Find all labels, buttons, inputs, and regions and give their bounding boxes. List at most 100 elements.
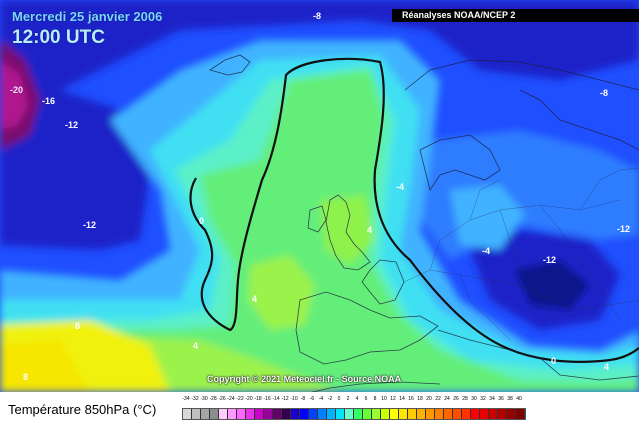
isotherm-label: 8 [75,321,80,331]
legend-tick-label: 30 [471,396,477,402]
isotherm-label: 0 [551,356,556,366]
copyright-notice: Copyright © 2021 Meteociel.fr - Source N… [207,374,402,384]
isotherm-label: -8 [600,88,608,98]
legend-tick-label: -12 [281,396,289,402]
legend-swatch [246,409,255,419]
legend-swatch [228,409,237,419]
isotherm-label: 4 [604,362,609,372]
legend-tick-label: 40 [516,396,522,402]
legend-tick-label: 8 [373,396,377,402]
legend-swatch [282,409,291,419]
legend-tick-label: -2 [327,396,333,402]
legend-swatch [363,409,372,419]
isotherm-label: -8 [313,11,321,21]
legend-swatch [516,409,525,419]
legend-tick-label: 10 [381,396,387,402]
field-deep-core-east [515,260,590,310]
isotherm-label: -4 [396,182,404,192]
legend-tick-label: -26 [218,396,226,402]
legend-tick-label: 14 [399,396,405,402]
legend-swatch [264,409,273,419]
isotherm-label: -12 [65,120,78,130]
legend-tick-label: 12 [390,396,396,402]
map-time: 12:00 UTC [12,27,105,48]
legend-swatch [183,409,192,419]
legend-tick-label: -34 [182,396,190,402]
legend-swatch [471,409,480,419]
legend-tick-label: -22 [236,396,244,402]
legend-swatch [435,409,444,419]
legend-tick-label: -30 [200,396,208,402]
legend-swatch [372,409,381,419]
coastlines [209,54,639,392]
legend-tick-label: 28 [462,396,468,402]
legend-tick-label: 34 [489,396,495,402]
isotherm-label: 0 [199,216,204,226]
legend-tick-label: 6 [364,396,368,402]
legend-swatch [498,409,507,419]
field-light-blue-east [450,185,525,250]
legend-tick-label: -20 [245,396,253,402]
source-banner: Réanalyses NOAA/NCEP 2 [392,9,639,22]
legend-swatch [327,409,336,419]
field-purple-ring [0,60,28,130]
legend-tick-label: -14 [272,396,280,402]
legend-tick-label: 2 [346,396,350,402]
legend-tick-label: 22 [435,396,441,402]
isotherm-label: 8 [23,372,28,382]
legend-swatch [237,409,246,419]
legend-tick-label: -32 [191,396,199,402]
legend-tick-label: 18 [417,396,423,402]
legend-tick-label: 16 [408,396,414,402]
legend-swatch [426,409,435,419]
legend-swatch [390,409,399,419]
legend-swatch [507,409,516,419]
legend-swatch [192,409,201,419]
legend-swatch [345,409,354,419]
legend-swatch [408,409,417,419]
field-yellow-inner [0,340,90,392]
legend-swatch [453,409,462,419]
legend-swatch [300,409,309,419]
legend-tick-label: -24 [227,396,235,402]
legend-tick-label: 32 [480,396,486,402]
isotherm-zero-line [189,57,639,363]
legend-swatch [399,409,408,419]
legend-tick-label: -28 [209,396,217,402]
isotherm-label: -12 [543,255,556,265]
legend-swatch [201,409,210,419]
legend-tick-label: -10 [290,396,298,402]
isotherm-label: -20 [10,85,23,95]
isotherm-label: 4 [193,341,198,351]
isotherm-label: -16 [42,96,55,106]
legend-swatch [318,409,327,419]
isotherm-label: -4 [482,246,490,256]
legend-swatch [489,409,498,419]
legend-tick-label: 24 [444,396,450,402]
country-borders [403,167,639,341]
legend-swatch [309,409,318,419]
legend-color-bar [182,408,526,420]
legend-tick-label: -18 [254,396,262,402]
legend-tick-label: -8 [300,396,306,402]
legend-swatch [354,409,363,419]
legend-tick-label: 20 [426,396,432,402]
field-green [0,70,639,392]
temperature-map: -8 -20 -16 -12 -8 -4 -12 -12 0 4 -4 -12 … [0,0,639,392]
map-date: Mercredi 25 janvier 2006 [12,9,163,24]
legend-swatch [273,409,282,419]
legend-tick-label: 4 [355,396,359,402]
legend-swatch [381,409,390,419]
field-lime-uk [320,195,375,265]
legend-swatch [462,409,471,419]
legend-tick-label: -16 [263,396,271,402]
isotherm-label: 4 [252,294,257,304]
isotherm-label: -12 [83,220,96,230]
legend-tick-label: 0 [337,396,341,402]
field-dark-blue-north [0,0,639,90]
legend-swatch [210,409,219,419]
legend-swatch [255,409,264,419]
legend-tick-label: -4 [318,396,324,402]
legend-swatch [417,409,426,419]
legend-tick-label: 36 [498,396,504,402]
